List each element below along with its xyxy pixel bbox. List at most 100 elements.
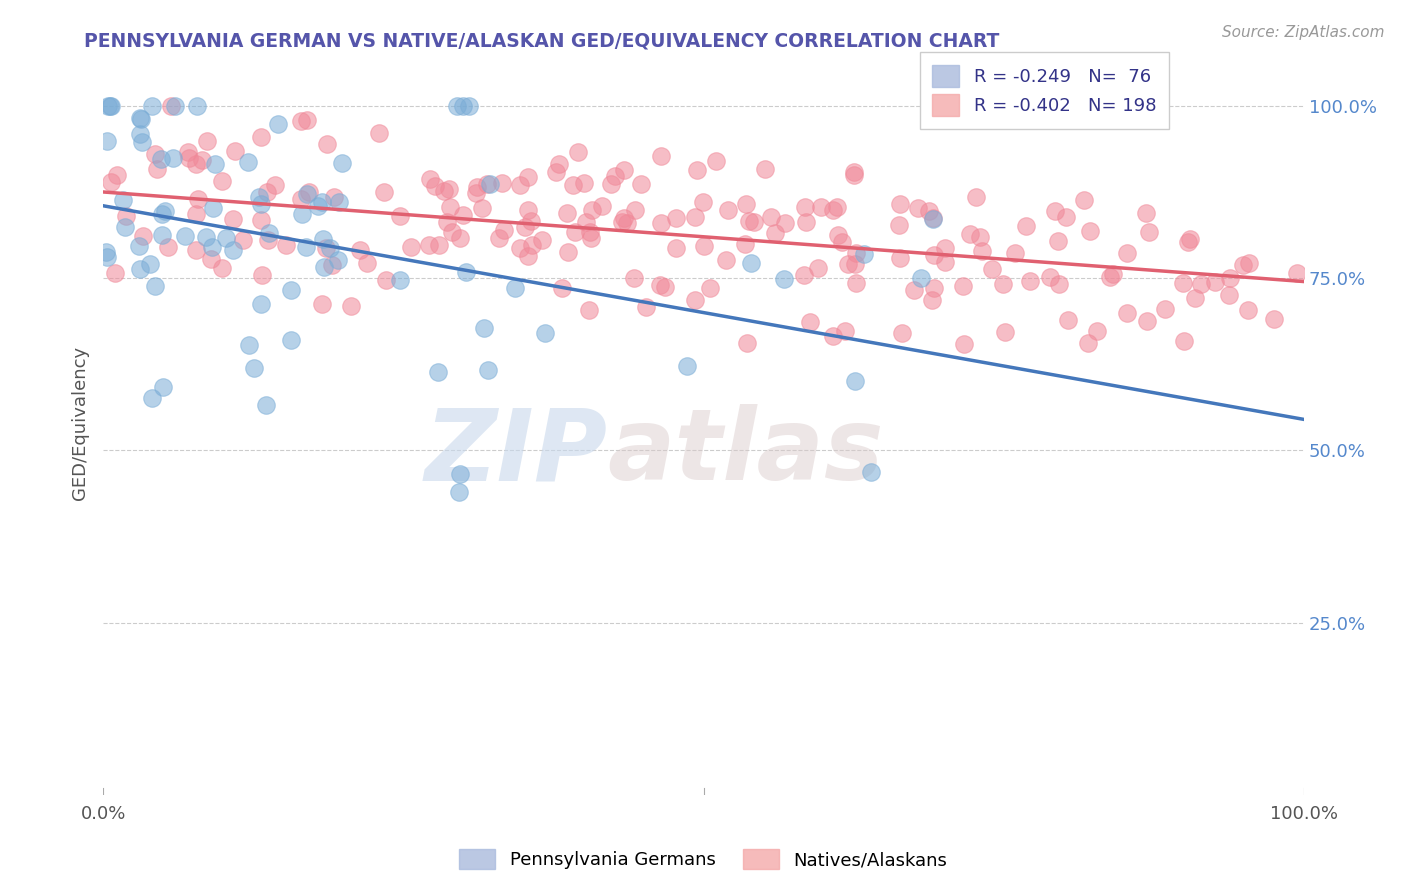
Point bbox=[388, 273, 411, 287]
Point bbox=[980, 261, 1002, 276]
Point bbox=[356, 255, 378, 269]
Point bbox=[441, 225, 464, 239]
Point bbox=[280, 333, 302, 347]
Point bbox=[810, 200, 832, 214]
Point bbox=[114, 209, 136, 223]
Point bbox=[564, 225, 586, 239]
Point bbox=[1263, 312, 1285, 326]
Point bbox=[775, 216, 797, 230]
Point bbox=[145, 162, 167, 177]
Point bbox=[740, 256, 762, 270]
Point bbox=[1236, 303, 1258, 318]
Point bbox=[860, 465, 883, 479]
Point bbox=[290, 192, 312, 206]
Point bbox=[257, 226, 280, 240]
Point bbox=[449, 231, 471, 245]
Point bbox=[575, 214, 598, 228]
Point bbox=[249, 130, 271, 145]
Point bbox=[201, 240, 224, 254]
Point bbox=[139, 257, 162, 271]
Point bbox=[276, 237, 298, 252]
Point bbox=[735, 197, 758, 211]
Point bbox=[555, 206, 578, 220]
Point bbox=[965, 189, 987, 203]
Point bbox=[509, 241, 531, 255]
Point bbox=[349, 243, 371, 257]
Point bbox=[453, 99, 475, 113]
Point bbox=[311, 195, 333, 210]
Point bbox=[1171, 277, 1194, 291]
Point bbox=[734, 236, 756, 251]
Point bbox=[291, 207, 314, 221]
Point bbox=[479, 178, 502, 192]
Point bbox=[516, 169, 538, 184]
Point bbox=[664, 241, 686, 255]
Point bbox=[128, 127, 150, 141]
Point bbox=[520, 238, 543, 252]
Point bbox=[544, 165, 567, 179]
Point bbox=[676, 359, 699, 374]
Point bbox=[845, 245, 868, 260]
Point bbox=[1099, 270, 1122, 285]
Point bbox=[250, 296, 273, 310]
Point bbox=[831, 235, 853, 249]
Point bbox=[150, 227, 173, 242]
Point bbox=[211, 174, 233, 188]
Point bbox=[222, 243, 245, 257]
Point bbox=[578, 225, 600, 239]
Point bbox=[1102, 267, 1125, 281]
Point bbox=[152, 380, 174, 394]
Point bbox=[693, 239, 716, 253]
Point bbox=[834, 324, 856, 338]
Point bbox=[825, 200, 848, 214]
Point bbox=[221, 211, 243, 226]
Point bbox=[257, 233, 280, 247]
Point bbox=[201, 201, 224, 215]
Point bbox=[328, 195, 350, 210]
Point bbox=[128, 238, 150, 252]
Point bbox=[519, 213, 541, 227]
Point bbox=[557, 244, 579, 259]
Point bbox=[186, 99, 208, 113]
Point bbox=[823, 203, 845, 218]
Point bbox=[264, 178, 287, 192]
Point bbox=[763, 226, 786, 240]
Point bbox=[162, 151, 184, 165]
Point bbox=[1135, 206, 1157, 220]
Point bbox=[842, 165, 865, 179]
Point bbox=[613, 211, 636, 226]
Point bbox=[1137, 225, 1160, 239]
Point bbox=[211, 260, 233, 275]
Point bbox=[1085, 324, 1108, 338]
Point bbox=[903, 283, 925, 297]
Point bbox=[650, 216, 672, 230]
Point bbox=[754, 161, 776, 176]
Point bbox=[567, 145, 589, 160]
Point bbox=[650, 149, 672, 163]
Point bbox=[1078, 224, 1101, 238]
Point bbox=[1204, 275, 1226, 289]
Point bbox=[1116, 246, 1139, 260]
Point bbox=[793, 268, 815, 282]
Point bbox=[128, 111, 150, 125]
Point bbox=[374, 272, 396, 286]
Point bbox=[1218, 288, 1240, 302]
Point bbox=[153, 203, 176, 218]
Point bbox=[204, 157, 226, 171]
Point bbox=[477, 363, 499, 377]
Point bbox=[295, 186, 318, 201]
Point bbox=[100, 175, 122, 189]
Point bbox=[128, 262, 150, 277]
Point bbox=[994, 325, 1017, 339]
Point bbox=[131, 135, 153, 149]
Point bbox=[517, 203, 540, 218]
Point bbox=[921, 293, 943, 307]
Point bbox=[1285, 267, 1308, 281]
Point bbox=[910, 271, 932, 285]
Point bbox=[177, 145, 200, 159]
Point bbox=[1177, 235, 1199, 249]
Point bbox=[772, 272, 794, 286]
Point bbox=[254, 399, 277, 413]
Point bbox=[562, 178, 585, 192]
Point bbox=[793, 200, 815, 214]
